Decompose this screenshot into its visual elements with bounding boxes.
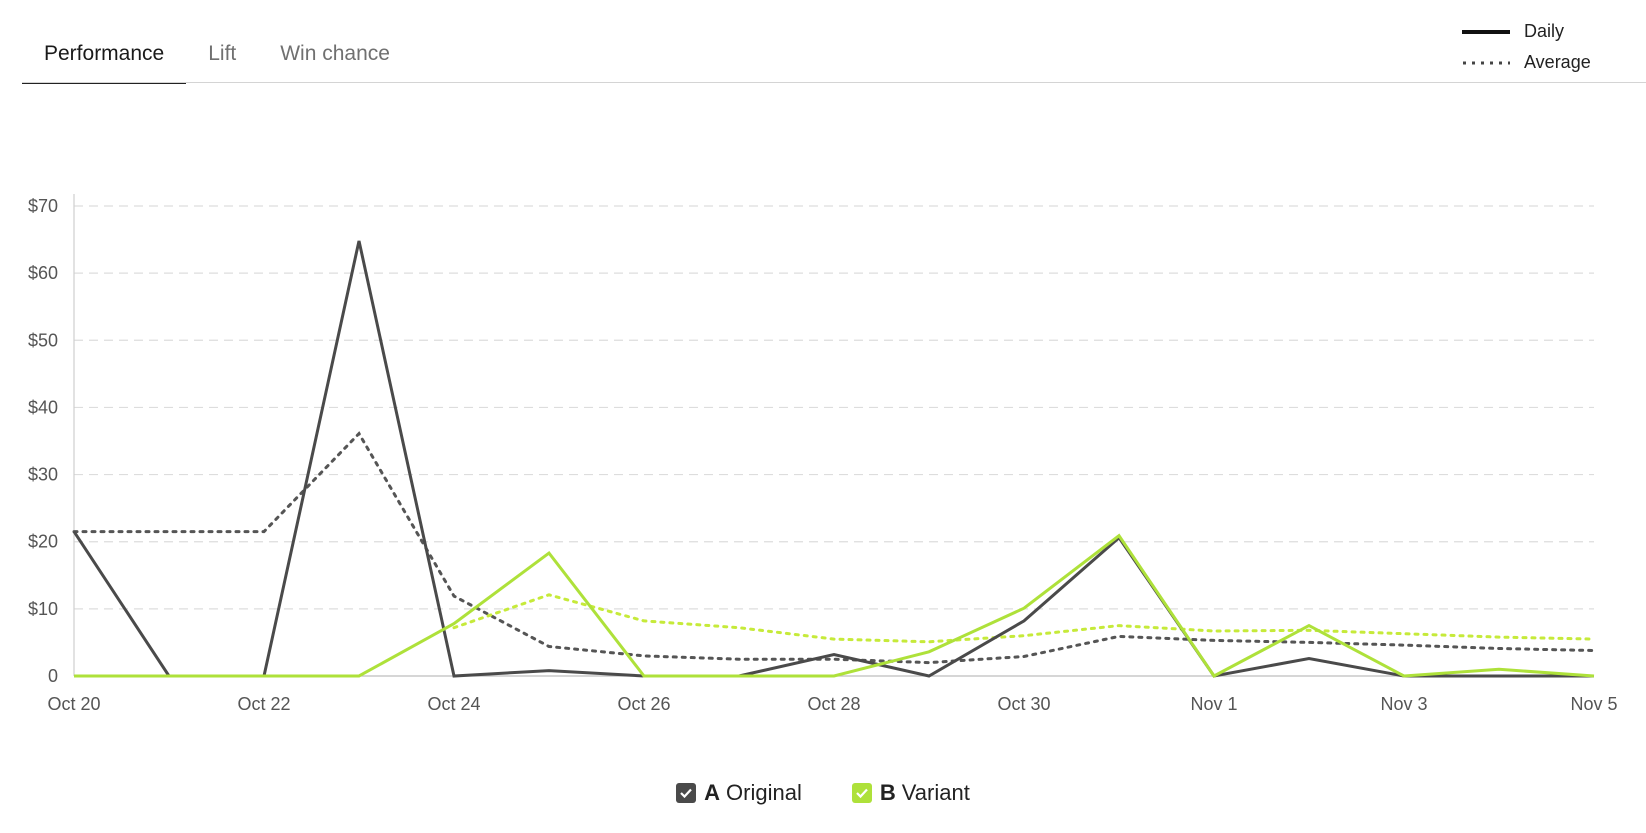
y-tick-label: $10: [28, 599, 58, 619]
x-tick-label: Nov 1: [1190, 694, 1237, 714]
original-key: A: [704, 780, 721, 805]
legend-item-variant[interactable]: B Variant: [851, 780, 970, 806]
series-line-original-daily: [72, 240, 1594, 678]
checkmark-icon: [856, 788, 868, 799]
y-tick-label: $20: [28, 532, 58, 552]
series-line-variant-average: [452, 593, 1596, 644]
y-tick-label: $60: [28, 263, 58, 283]
series-line-original-average: [72, 431, 1596, 665]
legend-daily-label: Daily: [1524, 21, 1565, 41]
legend-average-label: Average: [1524, 52, 1591, 72]
series-line-variant-daily: [74, 533, 1595, 678]
variant-name: Variant: [901, 780, 970, 805]
checkmark-icon: [680, 788, 692, 799]
y-tick-label: 0: [48, 666, 58, 686]
original-checkbox[interactable]: [676, 783, 697, 803]
tab-bar: Performance Lift Win chance: [22, 30, 412, 84]
legend-average: Average: [1462, 47, 1591, 78]
original-name: Original: [726, 780, 802, 805]
x-tick-label: Oct 24: [427, 694, 480, 714]
x-tick-label: Oct 28: [807, 694, 860, 714]
line-style-legend: Daily Average: [1462, 16, 1591, 78]
x-tick-label: Oct 30: [997, 694, 1050, 714]
tab-win-chance[interactable]: Win chance: [280, 42, 390, 65]
x-tick-label: Nov 3: [1380, 694, 1427, 714]
series-legend: A Original B Variant: [0, 780, 1646, 806]
y-tick-label: $50: [28, 330, 58, 350]
x-tick-label: Oct 26: [617, 694, 670, 714]
y-tick-label: $70: [28, 196, 58, 216]
x-tick-label: Oct 22: [237, 694, 290, 714]
y-tick-label: $40: [28, 397, 58, 417]
variant-checkbox[interactable]: [851, 783, 872, 803]
tab-performance[interactable]: Performance: [22, 30, 187, 84]
tab-bar-divider: [22, 82, 1646, 83]
performance-chart: 0 $10 $20 $30 $40 $50 $60 $70 Oct 20 Oct 22 Oct 24…: [28, 194, 1618, 714]
tab-lift[interactable]: Lift: [208, 42, 237, 65]
x-tick-label: Oct 20: [47, 694, 100, 714]
y-tick-label: $30: [28, 465, 58, 485]
x-tick-label: Nov 5: [1570, 694, 1617, 714]
solid-line-icon: [1462, 29, 1510, 34]
legend-item-original[interactable]: A Original: [676, 780, 802, 806]
legend-daily: Daily: [1462, 16, 1591, 47]
variant-key: B: [879, 780, 896, 805]
